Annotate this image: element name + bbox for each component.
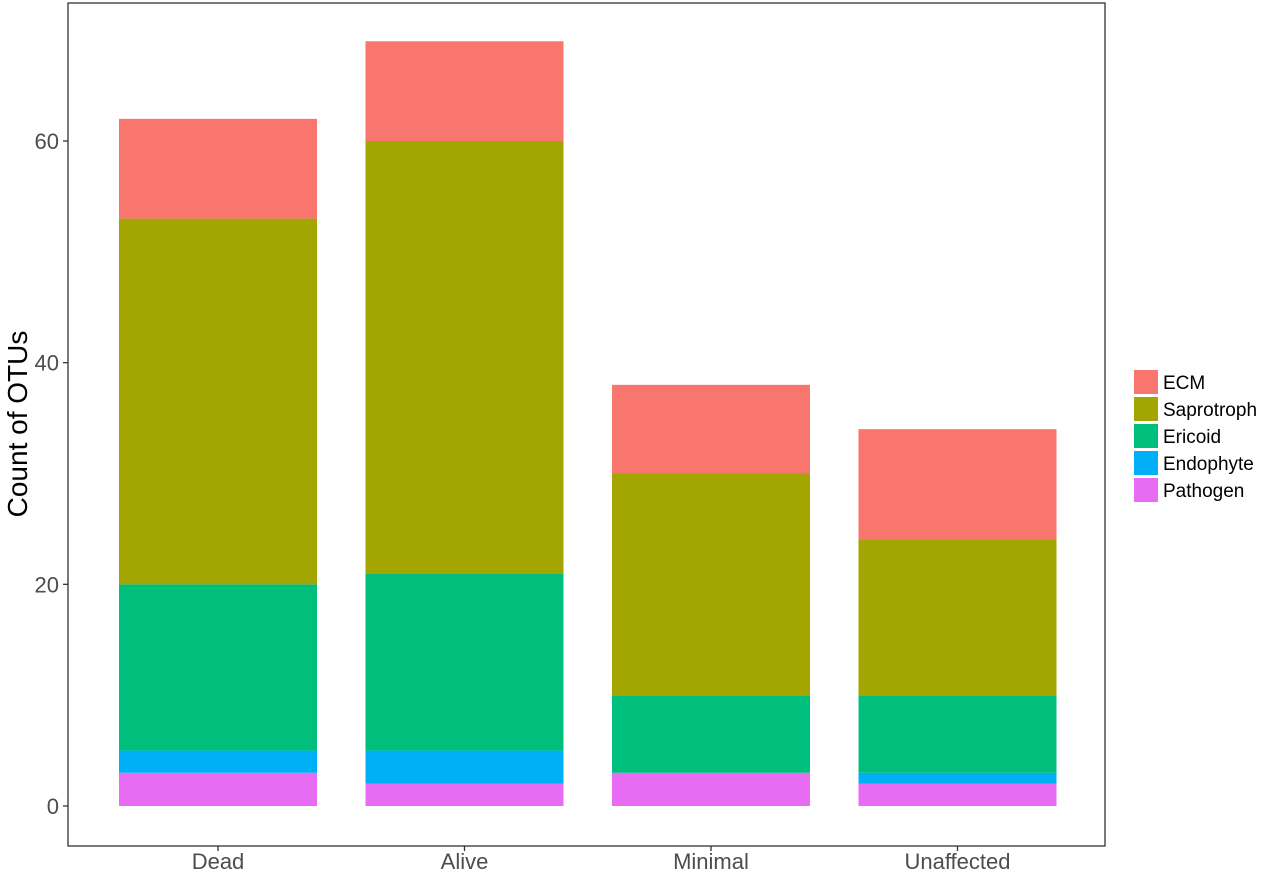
x-tick-label-dead: Dead <box>192 849 245 872</box>
bar-segment-minimal-saprotroph <box>612 473 810 696</box>
bar-segment-alive-endophyte <box>365 750 564 784</box>
bar-segment-dead-pathogen <box>119 772 317 806</box>
legend-label-pathogen: Pathogen <box>1163 481 1244 502</box>
legend-key-ericoid <box>1134 424 1158 448</box>
bar-segment-dead-endophyte <box>119 750 317 773</box>
legend: ECM Saprotroph Ericoid Endophyte Pathogen <box>1134 370 1257 502</box>
bar-segment-unaffected-saprotroph <box>858 540 1057 696</box>
y-axis-title: Count of OTUs <box>2 331 33 518</box>
legend-label-endophyte: Endophyte <box>1163 454 1254 475</box>
legend-label-ecm: ECM <box>1163 373 1205 394</box>
bar-segment-unaffected-endophyte <box>858 772 1057 784</box>
y-tick-label: 40 <box>35 351 59 376</box>
bar-segment-alive-saprotroph <box>365 141 564 574</box>
x-tick-label-unaffected: Unaffected <box>904 849 1010 872</box>
y-tick-label: 60 <box>35 129 59 154</box>
plot-panel-border <box>67 2 1106 847</box>
x-tick-label-minimal: Minimal <box>673 849 749 872</box>
legend-label-ericoid: Ericoid <box>1163 427 1221 448</box>
bar-segment-dead-ericoid <box>119 584 317 751</box>
bar-segment-unaffected-pathogen <box>858 783 1057 806</box>
bar-segment-alive-ericoid <box>365 573 564 751</box>
y-tick-label: 0 <box>47 794 59 819</box>
y-tick-label: 20 <box>35 572 59 597</box>
bar-segment-alive-pathogen <box>365 783 564 806</box>
bar-segment-unaffected-ecm <box>858 429 1057 540</box>
bar-segment-minimal-ecm <box>612 384 810 474</box>
bars-group <box>119 41 1057 806</box>
y-axis: 0 20 40 60 <box>35 129 68 819</box>
bar-segment-minimal-pathogen <box>612 772 810 806</box>
legend-key-saprotroph <box>1134 397 1158 421</box>
x-tick-label-alive: Alive <box>441 849 489 872</box>
legend-key-pathogen <box>1134 478 1158 502</box>
x-axis: Dead Alive Minimal Unaffected <box>192 846 1011 872</box>
bar-segment-dead-ecm <box>119 118 317 219</box>
legend-key-endophyte <box>1134 451 1158 475</box>
bar-segment-minimal-ericoid <box>612 695 810 773</box>
bar-segment-alive-ecm <box>365 41 564 141</box>
legend-label-saprotroph: Saprotroph <box>1163 400 1257 421</box>
bar-segment-unaffected-ericoid <box>858 695 1057 773</box>
legend-key-ecm <box>1134 370 1158 394</box>
bar-segment-dead-saprotroph <box>119 218 317 585</box>
